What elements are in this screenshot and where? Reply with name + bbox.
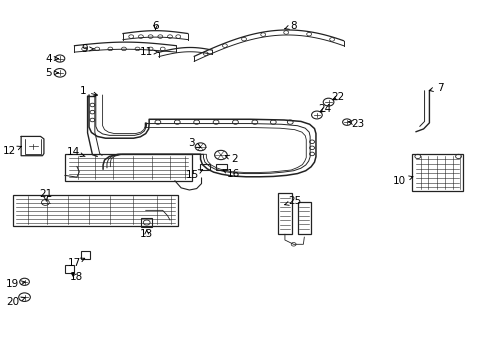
- Text: 20: 20: [6, 297, 25, 307]
- Bar: [278, 193, 291, 234]
- Text: 15: 15: [186, 170, 202, 180]
- Text: 12: 12: [3, 146, 21, 157]
- Text: 10: 10: [392, 176, 412, 186]
- Text: 16: 16: [223, 169, 240, 179]
- Text: 19: 19: [6, 279, 25, 289]
- Text: 23: 23: [347, 118, 364, 129]
- Text: 13: 13: [140, 229, 153, 239]
- Bar: [81, 251, 90, 259]
- Bar: [141, 218, 152, 227]
- Text: 22: 22: [331, 92, 344, 102]
- Text: 3: 3: [188, 138, 201, 148]
- Text: 8: 8: [284, 21, 296, 31]
- Text: 14: 14: [66, 147, 85, 157]
- Text: 17: 17: [68, 258, 84, 268]
- Bar: [64, 265, 73, 273]
- Bar: [216, 163, 226, 170]
- Bar: [199, 163, 210, 170]
- Bar: [297, 202, 310, 234]
- Text: 6: 6: [152, 21, 159, 31]
- Text: 11: 11: [140, 47, 158, 57]
- Text: 9: 9: [81, 44, 94, 54]
- Bar: [13, 195, 178, 226]
- Text: 2: 2: [225, 154, 237, 164]
- Text: 5: 5: [45, 68, 58, 78]
- Text: 4: 4: [45, 54, 58, 64]
- Text: 25: 25: [284, 197, 301, 206]
- Text: 24: 24: [317, 104, 331, 114]
- Text: 18: 18: [70, 272, 83, 282]
- Bar: [411, 154, 463, 192]
- Bar: [64, 154, 191, 181]
- Text: 21: 21: [39, 189, 52, 201]
- Text: 7: 7: [428, 83, 443, 93]
- Text: 1: 1: [79, 86, 97, 96]
